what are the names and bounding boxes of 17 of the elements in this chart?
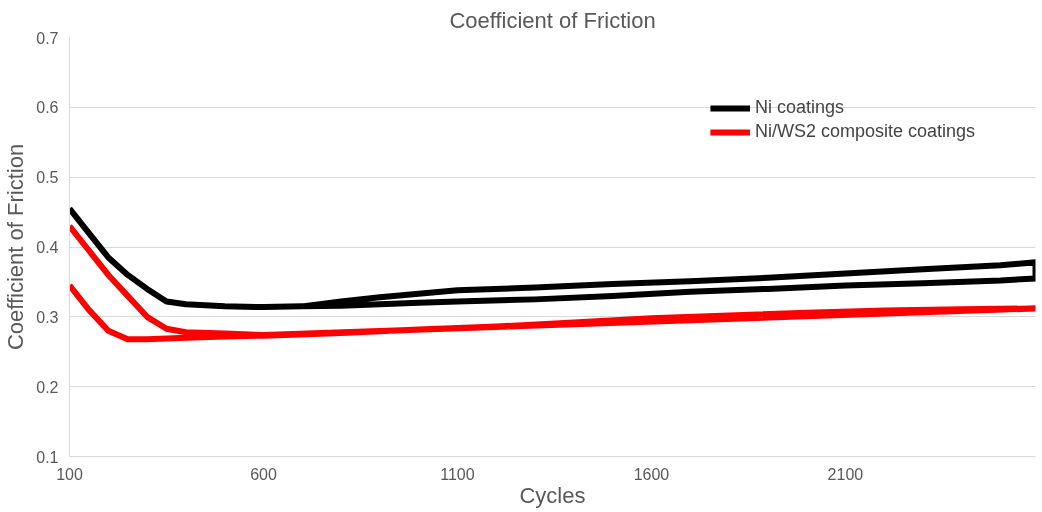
y-tick-label: 0.3 <box>36 308 59 326</box>
y-tick-label: 0.4 <box>36 239 59 256</box>
chart-title: Coefficient of Friction <box>449 7 656 33</box>
y-tick-label: 0.5 <box>36 169 59 187</box>
y-tick-label: 0.6 <box>36 99 59 117</box>
y-tick-label: 0.1 <box>36 448 59 466</box>
legend-label: Ni/WS2 composite coatings <box>754 121 975 142</box>
y-tick-label: 0.7 <box>36 29 59 47</box>
x-axis-title: Cycles <box>519 482 586 508</box>
y-tick-label: 0.2 <box>36 378 59 396</box>
legend-label: Ni coatings <box>754 97 844 118</box>
x-tick-label: 600 <box>250 465 277 483</box>
x-tick-label: 1100 <box>440 465 475 483</box>
y-axis-title: Coefficient of Friction <box>3 143 29 351</box>
x-tick-label: 2100 <box>827 465 864 483</box>
x-tick-label: 100 <box>56 465 83 483</box>
x-tick-label: 1600 <box>633 465 670 483</box>
